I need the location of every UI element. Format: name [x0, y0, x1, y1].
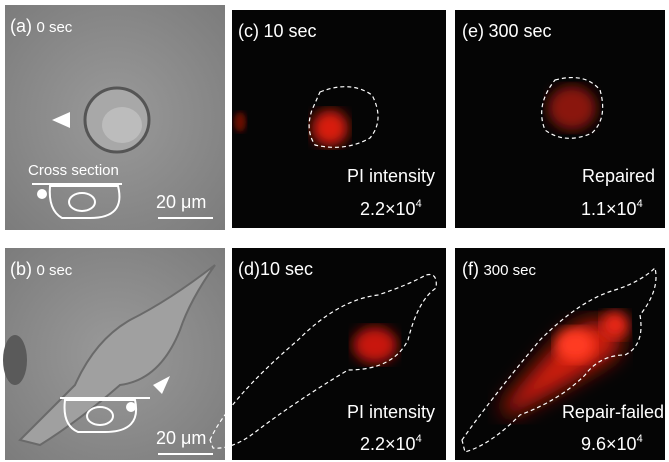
panel-f: Repair-failed 9.6×104 (f) 300 sec	[455, 248, 665, 460]
scale-label: 20 μm	[156, 428, 206, 448]
label: (b)	[10, 259, 32, 279]
value: 2.2×104	[360, 198, 422, 219]
label: (a)	[10, 16, 32, 36]
label: (e)	[462, 21, 484, 41]
value-exp: 4	[637, 198, 643, 210]
time: 300 sec	[488, 21, 551, 41]
caption: Repair-failed	[562, 402, 664, 422]
inset-label: Cross section	[28, 162, 119, 179]
micrograph	[232, 248, 446, 460]
panel-e: Repaired 1.1×104 (e) 300 sec	[455, 10, 665, 228]
value-exp: 4	[416, 198, 422, 210]
probe	[37, 189, 47, 199]
label: (f)	[462, 259, 479, 279]
time: 10 sec	[260, 259, 313, 279]
caption: PI intensity	[347, 402, 435, 422]
value-exp: 4	[637, 433, 643, 445]
panel-label: (c) 10 sec	[238, 21, 317, 41]
label: (c)	[238, 21, 259, 41]
panel-label: (d)10 sec	[238, 259, 313, 279]
value-base: 2.2×10	[360, 434, 416, 454]
panel-b: 20 μm (b) 0 sec	[3, 248, 225, 460]
fluorescence	[601, 311, 629, 339]
value: 1.1×104	[581, 198, 643, 219]
value-exp: 4	[416, 433, 422, 445]
time: 0 sec	[36, 19, 72, 36]
panel-c: PI intensity 2.2×104 (c) 10 sec	[232, 10, 446, 228]
fluorescence	[548, 86, 596, 130]
figure: Cross section 20 μm (a) 0 sec 20 μm (b) …	[0, 0, 669, 462]
cell-interior	[102, 107, 142, 143]
panel-a: Cross section 20 μm (a) 0 sec	[5, 5, 225, 230]
value: 9.6×104	[581, 433, 643, 454]
fluorescence	[312, 110, 348, 146]
panel-d: PI intensity 2.2×104 (d)10 sec	[210, 248, 446, 460]
caption: Repaired	[582, 166, 655, 186]
fluorescence	[353, 327, 397, 363]
time: 300 sec	[483, 262, 536, 279]
value-base: 2.2×10	[360, 199, 416, 219]
value-base: 9.6×10	[581, 434, 637, 454]
panel-label: (a) 0 sec	[10, 16, 73, 36]
debris	[3, 335, 27, 385]
probe	[126, 402, 136, 412]
value-base: 1.1×10	[581, 199, 637, 219]
panel-label: (b) 0 sec	[10, 259, 73, 279]
scale-label: 20 μm	[156, 192, 206, 212]
time: 0 sec	[36, 262, 72, 279]
caption: PI intensity	[347, 166, 435, 186]
value: 2.2×104	[360, 433, 422, 454]
time: 10 sec	[263, 21, 316, 41]
fluorescence	[555, 328, 595, 362]
panel-label: (e) 300 sec	[462, 21, 552, 41]
panel-label: (f) 300 sec	[462, 259, 536, 279]
label: (d)	[238, 259, 260, 279]
fluorescence	[234, 112, 246, 132]
